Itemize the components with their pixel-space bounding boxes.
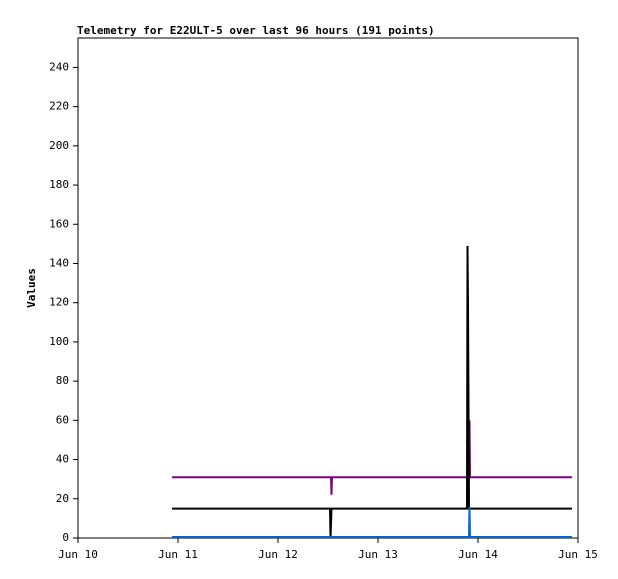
y-tick-label: 160 — [49, 217, 69, 230]
y-tick-label: 140 — [49, 256, 69, 269]
y-tick-label: 60 — [56, 413, 69, 426]
x-tick-label: Jun 13 — [358, 548, 398, 561]
series-line — [172, 420, 572, 495]
x-tick-label: Jun 12 — [258, 548, 298, 561]
y-tick-label: 20 — [56, 492, 69, 505]
y-tick-label: 240 — [49, 60, 69, 73]
y-axis-label: Values — [25, 268, 38, 308]
y-tick-label: 180 — [49, 178, 69, 191]
y-tick-label: 40 — [56, 453, 69, 466]
series-line — [172, 506, 572, 539]
x-tick-label: Jun 11 — [158, 548, 198, 561]
series-line — [172, 245, 572, 539]
y-tick-label: 200 — [49, 139, 69, 152]
y-tick-label: 120 — [49, 296, 69, 309]
plot-frame — [77, 37, 579, 539]
x-tick-label: Jun 14 — [458, 548, 498, 561]
y-tick-label: 0 — [62, 531, 69, 544]
x-tick-label: Jun 10 — [58, 548, 98, 561]
chart-title: Telemetry for E22ULT-5 over last 96 hour… — [77, 24, 435, 37]
x-tick-label: Jun 15 — [558, 548, 598, 561]
y-tick-label: 220 — [49, 100, 69, 113]
y-tick-label: 100 — [49, 335, 69, 348]
y-tick-label: 80 — [56, 374, 69, 387]
